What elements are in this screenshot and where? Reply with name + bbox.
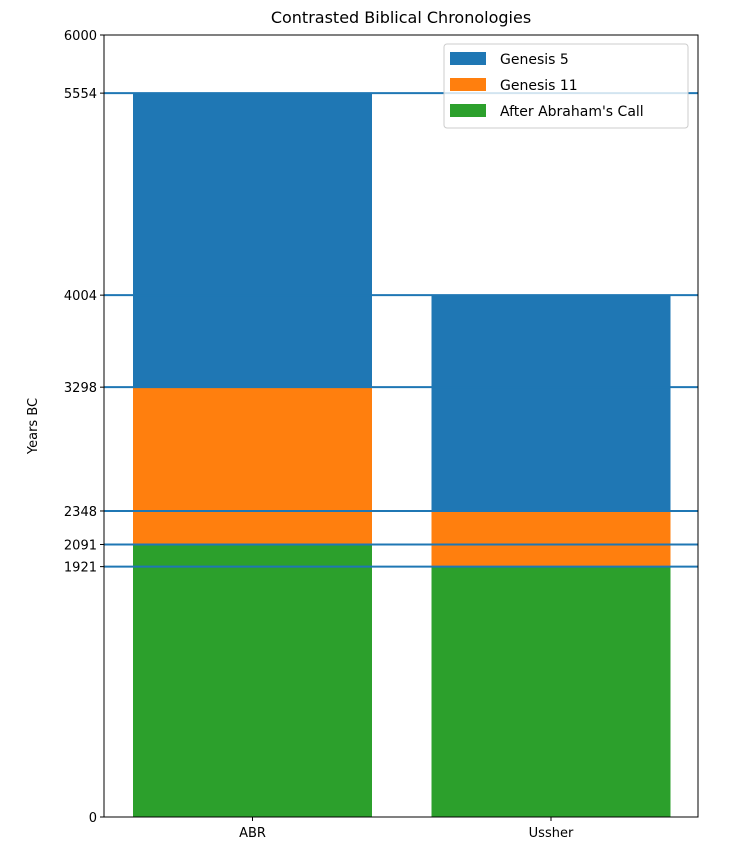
- y-axis-label: Years BC: [26, 398, 41, 455]
- legend-label: Genesis 5: [500, 52, 569, 68]
- y-tick-label: 5554: [64, 87, 97, 102]
- bar-abr-genesis-5: [133, 93, 372, 388]
- legend-box: [443, 43, 689, 129]
- y-tick-label: 6000: [64, 29, 97, 44]
- y-tick-label: 4004: [64, 289, 97, 304]
- legend-swatch: [450, 104, 486, 117]
- plot-frame: [103, 34, 699, 818]
- legend-label: Genesis 11: [500, 78, 578, 94]
- bar-ussher-after-abraham-s-call: [431, 566, 671, 817]
- y-tick-label: 2348: [64, 505, 97, 520]
- y-tick-label: 1921: [64, 561, 97, 576]
- legend-label: After Abraham's Call: [500, 104, 644, 120]
- bar-ussher-genesis-5: [431, 295, 671, 511]
- legend-swatch: [450, 52, 486, 65]
- x-tick-label: ABR: [239, 826, 266, 841]
- legend-swatch: [450, 78, 486, 91]
- y-tick-label: 3298: [64, 381, 97, 396]
- bar-abr-after-abraham-s-call: [133, 544, 372, 817]
- y-tick-label: 0: [89, 811, 97, 826]
- bar-ussher-genesis-11: [431, 510, 671, 567]
- y-tick-label: 2091: [64, 538, 97, 553]
- bar-abr-genesis-11: [133, 387, 372, 545]
- x-tick-label: Ussher: [529, 826, 574, 841]
- legend: Genesis 5 Genesis 11 After Abraham's Call: [443, 43, 689, 129]
- chart-title: Contrasted Biblical Chronologies: [271, 8, 531, 27]
